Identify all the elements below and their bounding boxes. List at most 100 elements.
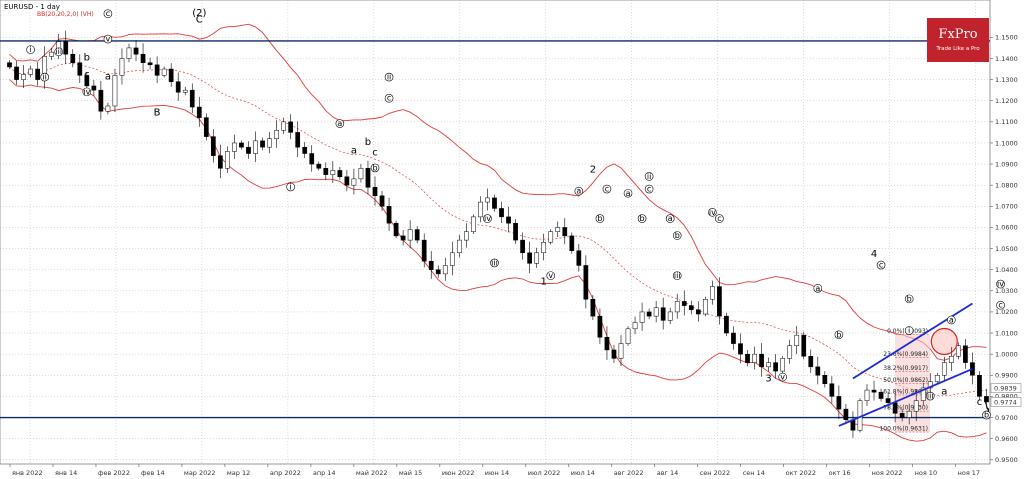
candle-body [393, 222, 399, 237]
candle-body [77, 62, 83, 76]
candle-body [927, 381, 933, 389]
wave-label: c [84, 69, 90, 80]
candle-body [442, 265, 448, 275]
candle-body [309, 153, 315, 165]
candle-body [478, 201, 483, 218]
y-tick-label: 0.9900 [995, 372, 1018, 380]
wave-label-circle [925, 391, 935, 401]
candle-body [246, 146, 251, 154]
wave-label: a [105, 72, 111, 83]
candle-body [801, 334, 807, 357]
candle-body [920, 387, 926, 401]
fibonacci-level-label: 100.0%(0.9631) [879, 426, 928, 433]
candle-body [520, 239, 525, 254]
x-tick-label: мар 12 [227, 469, 250, 477]
candle-body [35, 68, 40, 80]
candle-body [358, 168, 364, 180]
wave-label-circle [26, 45, 35, 54]
candle-body [773, 362, 778, 372]
candle-body [506, 216, 511, 224]
indicator-label: BB(20,20,2,0) (VH) [37, 11, 94, 18]
candle-body [815, 366, 821, 376]
x-tick-label: мар 2022 [184, 469, 216, 477]
wave-label: (2) [192, 8, 206, 19]
wave-label: c [998, 301, 1002, 310]
wave-label-circle [813, 284, 823, 293]
x-tick-label: июл 2022 [528, 469, 560, 477]
x-tick-label: окт 16 [829, 469, 851, 477]
wave-label-circle [483, 214, 492, 223]
candle-body [548, 231, 554, 243]
candle-body [239, 142, 244, 148]
candle-body [351, 178, 357, 186]
candle-body [372, 187, 378, 197]
candle-body [843, 408, 849, 420]
x-tick-label: фев 14 [141, 469, 165, 477]
y-tick-label: 1.1300 [995, 76, 1018, 84]
x-tick-label: апр 14 [313, 469, 336, 477]
candle-body [147, 62, 153, 66]
candle-body [302, 146, 308, 154]
candle-body [787, 345, 793, 359]
x-tick-label: апр 2022 [270, 469, 301, 477]
candle-body [281, 121, 286, 131]
wave-label-circle [876, 260, 886, 270]
wave-label: 1 [540, 276, 546, 287]
y-tick-label: 0.9800 [995, 393, 1018, 401]
candle-body [119, 58, 125, 76]
fibonacci-level-label: 23.6%(0.9984) [883, 351, 928, 358]
candle-body [794, 334, 800, 346]
candle-body [541, 241, 547, 254]
wave-label-circle [595, 214, 605, 223]
wave-label-circle [778, 372, 787, 382]
wave-label: iii [927, 392, 934, 401]
candle-body [906, 410, 912, 418]
candle-body [21, 74, 26, 80]
candle-body [485, 197, 490, 203]
candle-body [864, 389, 870, 401]
wave-label-circle [996, 279, 1005, 289]
candle-body [660, 307, 666, 321]
candle-body [175, 81, 181, 93]
wave-label-circle [546, 271, 556, 280]
candle-body [878, 391, 884, 399]
candle-body [295, 132, 301, 148]
y-tick-label: 1.0700 [995, 203, 1018, 211]
candle-body [934, 375, 940, 382]
current-price-label: 0.9774 [994, 398, 1017, 406]
candle-body [724, 315, 729, 334]
prev-price-label-box [990, 383, 1022, 393]
candle-body [28, 68, 33, 75]
candle-body [365, 168, 371, 188]
wave-label: iv [484, 214, 491, 223]
candle-body [513, 222, 518, 241]
candle-body [456, 239, 462, 254]
wave-label: b [84, 53, 90, 64]
y-tick-label: 1.0600 [995, 224, 1018, 232]
candle-body [583, 265, 589, 300]
wave-label: b [372, 163, 377, 172]
candle-body [766, 362, 771, 368]
wave-label: b [640, 214, 645, 223]
fxpro-logo: FxPro Trade Like a Pro [927, 18, 989, 62]
wave-label: b [597, 214, 602, 223]
candle-body [562, 227, 568, 237]
candle-body [154, 64, 160, 76]
wave-label-circle [490, 258, 499, 268]
candle-body [555, 227, 561, 232]
candle-body [133, 47, 139, 55]
horizontal-levels [0, 40, 990, 419]
y-tick-label: 1.0300 [995, 287, 1018, 295]
y-tick-label: 1.0500 [995, 245, 1018, 253]
chart-title: EURUSD - 1 day [4, 3, 60, 11]
wave-label-circle [384, 72, 394, 82]
wave-label-circle [574, 186, 584, 196]
wave-label: c [977, 397, 983, 408]
candle-body [625, 328, 631, 344]
candle-body [112, 75, 118, 107]
axes: 0.9500 0.9600 0.9700 0.9800 0.9900 1.0000 1.01… [9, 34, 1022, 477]
candle-body [646, 311, 652, 317]
wave-label: ii [42, 73, 46, 82]
candle-body [499, 208, 504, 218]
